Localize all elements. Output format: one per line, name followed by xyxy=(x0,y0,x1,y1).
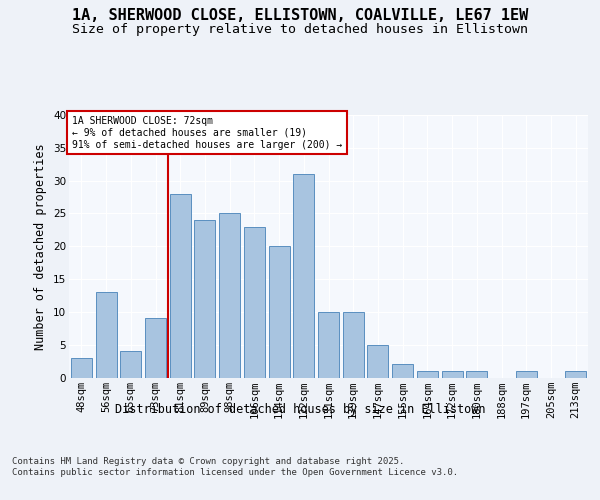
Bar xyxy=(466,371,487,378)
Bar xyxy=(269,246,290,378)
Y-axis label: Number of detached properties: Number of detached properties xyxy=(34,143,47,350)
Bar xyxy=(293,174,314,378)
Bar xyxy=(120,351,141,378)
Bar xyxy=(145,318,166,378)
Bar xyxy=(565,371,586,378)
Text: Contains HM Land Registry data © Crown copyright and database right 2025.
Contai: Contains HM Land Registry data © Crown c… xyxy=(12,458,458,477)
Bar xyxy=(170,194,191,378)
Bar xyxy=(442,371,463,378)
Text: Distribution of detached houses by size in Ellistown: Distribution of detached houses by size … xyxy=(115,402,485,415)
Bar xyxy=(318,312,339,378)
Text: 1A SHERWOOD CLOSE: 72sqm
← 9% of detached houses are smaller (19)
91% of semi-de: 1A SHERWOOD CLOSE: 72sqm ← 9% of detache… xyxy=(71,116,342,150)
Bar xyxy=(392,364,413,378)
Text: Size of property relative to detached houses in Ellistown: Size of property relative to detached ho… xyxy=(72,22,528,36)
Bar xyxy=(367,344,388,378)
Text: 1A, SHERWOOD CLOSE, ELLISTOWN, COALVILLE, LE67 1EW: 1A, SHERWOOD CLOSE, ELLISTOWN, COALVILLE… xyxy=(72,8,528,22)
Bar xyxy=(343,312,364,378)
Bar xyxy=(95,292,116,378)
Bar xyxy=(219,214,240,378)
Bar xyxy=(244,226,265,378)
Bar xyxy=(417,371,438,378)
Bar xyxy=(71,358,92,378)
Bar xyxy=(516,371,537,378)
Bar xyxy=(194,220,215,378)
